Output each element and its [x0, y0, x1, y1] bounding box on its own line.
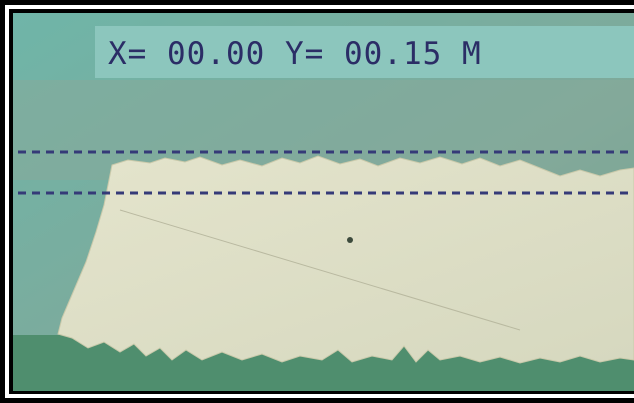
coordinate-readout: X= 00.00 Y= 00.15 M [108, 36, 482, 72]
defect [347, 237, 353, 243]
page: X= 00.00 Y= 00.15 M (() => { const data … [0, 0, 634, 403]
microscope-view: X= 00.00 Y= 00.15 M [0, 0, 634, 403]
cross-section [58, 156, 634, 363]
